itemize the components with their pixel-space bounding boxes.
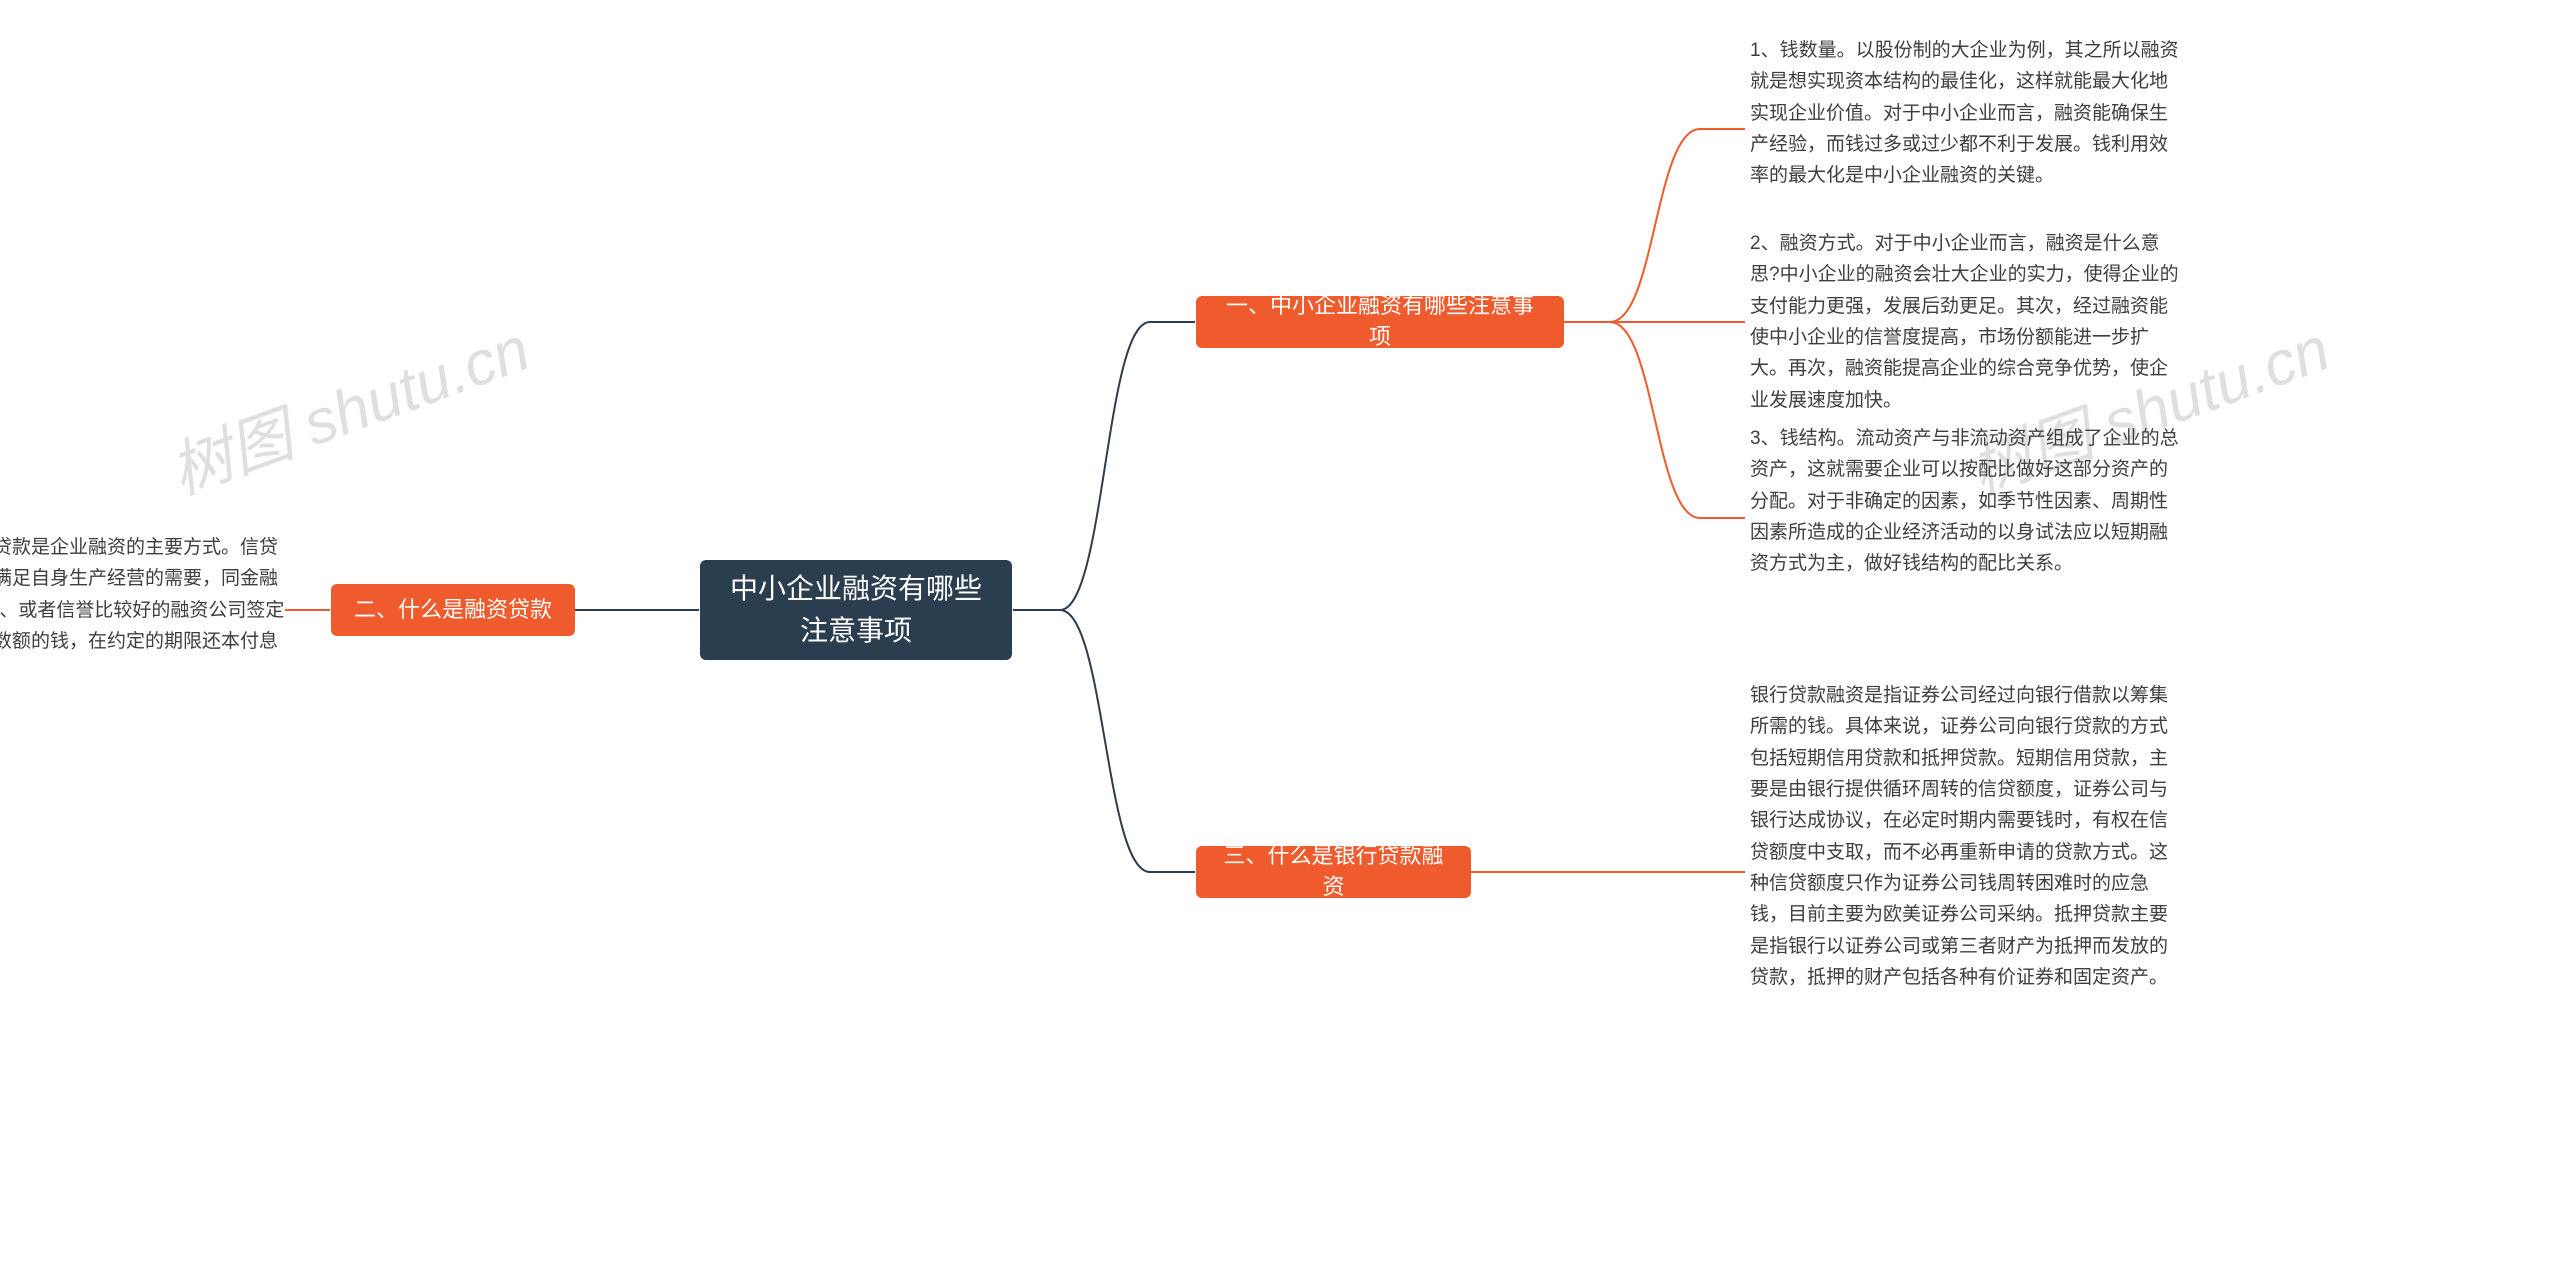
leaf-three-1: 银行贷款融资是指证券公司经过向银行借款以筹集所需的钱。具体来说，证券公司向银行贷… xyxy=(1750,680,2185,993)
leaf-one-2: 2、融资方式。对于中小企业而言，融资是什么意思?中小企业的融资会壮大企业的实力，… xyxy=(1750,228,2185,416)
branch-node-two: 二、什么是融资贷款 xyxy=(331,584,575,636)
branch-one-label: 一、中小企业融资有哪些注意事项 xyxy=(1216,291,1544,353)
branch-node-one: 一、中小企业融资有哪些注意事项 xyxy=(1196,296,1564,348)
root-label: 中小企业融资有哪些注意事项 xyxy=(720,568,992,652)
branch-three-label: 三、什么是银行贷款融资 xyxy=(1216,841,1451,903)
leaf-one-1: 1、钱数量。以股份制的大企业为例，其之所以融资就是想实现资本结构的最佳化，这样就… xyxy=(1750,35,2185,192)
watermark: 树图 shutu.cn xyxy=(156,298,540,511)
root-node: 中小企业融资有哪些注意事项 xyxy=(700,560,1012,660)
leaf-one-3: 3、钱结构。流动资产与非流动资产组成了企业的总资产，这就需要企业可以按配比做好这… xyxy=(1750,423,2185,580)
branch-two-label: 二、什么是融资贷款 xyxy=(354,595,552,626)
leaf-two-1: 向金融机构申请贷款是企业融资的主要方式。信贷融资是指企业为满足自身生产经营的需要… xyxy=(0,532,285,689)
branch-node-three: 三、什么是银行贷款融资 xyxy=(1196,846,1471,898)
